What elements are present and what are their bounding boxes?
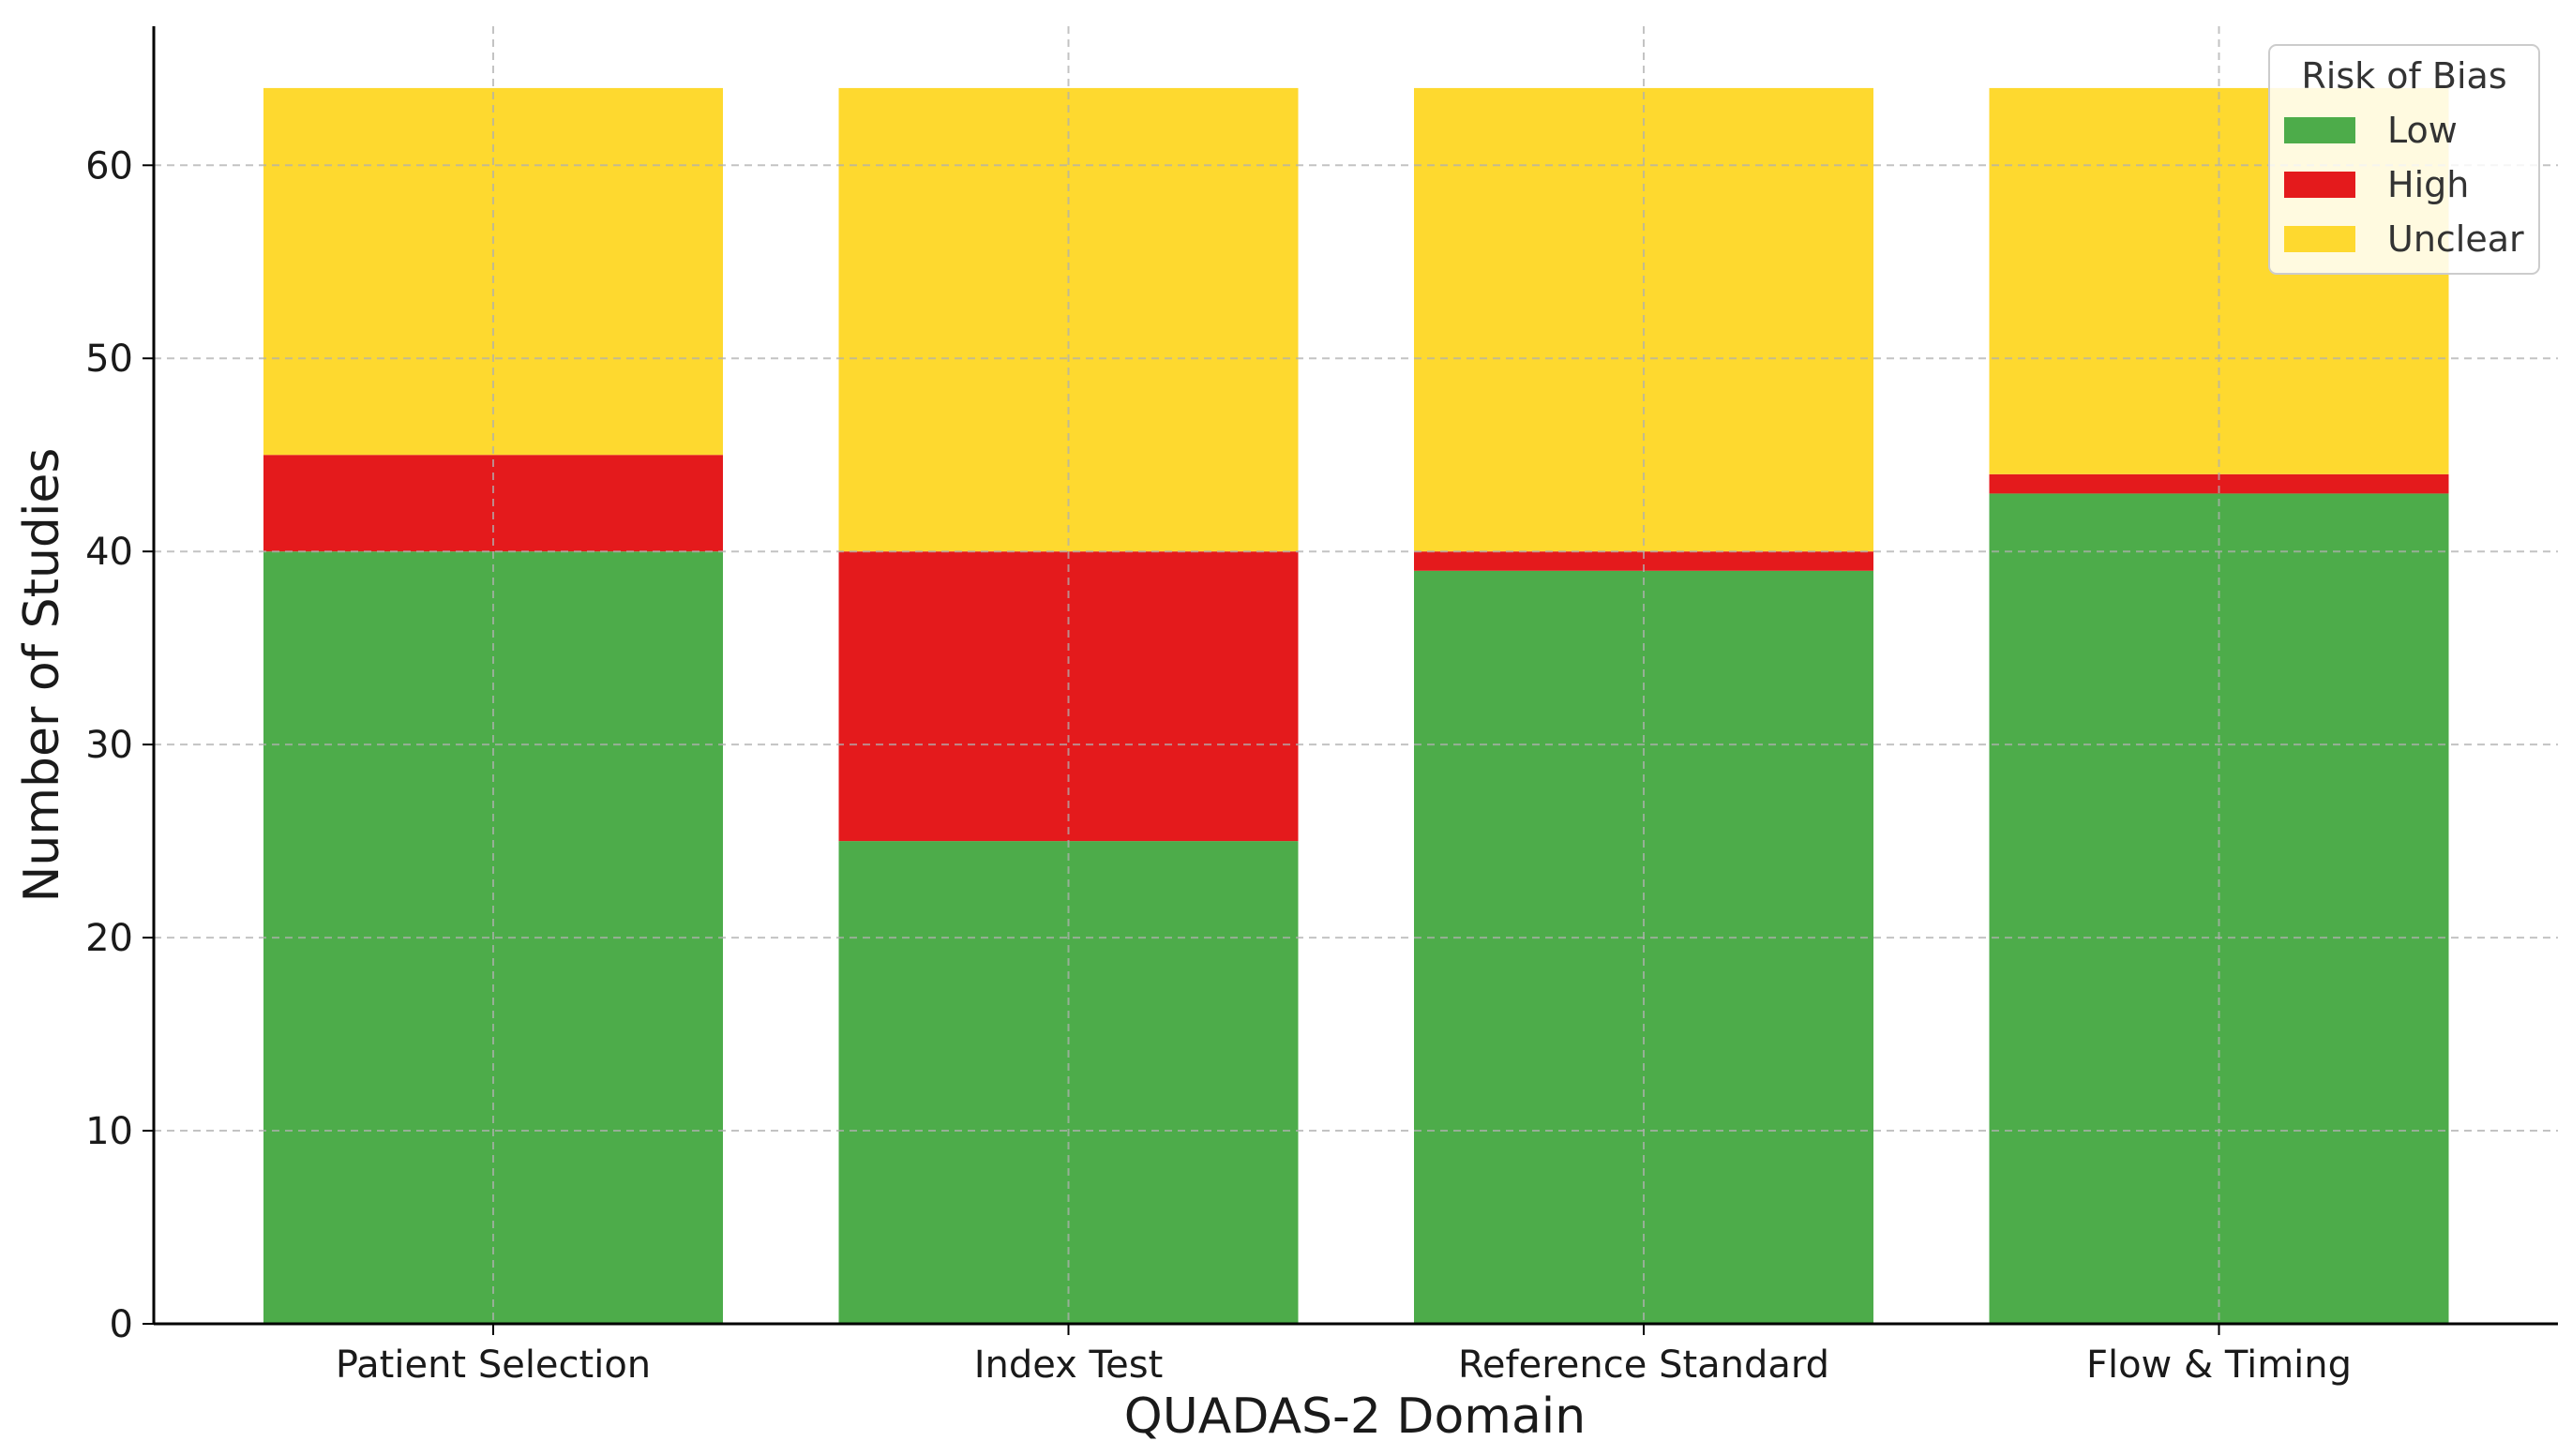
y-tick-label: 20 [85, 917, 133, 960]
tick-labels: 0 10 20 30 40 50 60 Patient Selection Index Test… [85, 144, 2352, 1387]
bar-high-4 [1989, 473, 2449, 494]
bar-high-3 [1414, 551, 1873, 571]
legend-swatch-low [2284, 117, 2355, 143]
x-tick-label: Index Test [974, 1343, 1164, 1387]
y-tick-label: 10 [85, 1110, 133, 1153]
legend-swatch-high [2284, 172, 2355, 198]
legend-label-low: Low [2387, 110, 2458, 151]
legend-label-unclear: Unclear [2387, 218, 2524, 260]
axes [152, 26, 2558, 1326]
legend-swatch-unclear [2284, 226, 2355, 252]
legend-title: Risk of Bias [2301, 55, 2506, 97]
x-tick-label: Patient Selection [336, 1343, 651, 1387]
legend-box [2268, 44, 2540, 275]
legend-label-high: High [2387, 164, 2469, 205]
x-tick-label: Flow & Timing [2086, 1343, 2352, 1387]
x-tick-label: Reference Standard [1458, 1343, 1829, 1387]
bars [263, 87, 2449, 1324]
y-tick-label: 60 [85, 144, 133, 188]
y-tick-label: 50 [85, 338, 133, 381]
y-axis-title: Number of Studies [14, 448, 70, 903]
legend-items: Low High Unclear [2284, 110, 2524, 260]
grid-lines [154, 26, 2558, 1324]
y-tick-label: 30 [85, 724, 133, 767]
x-axis-title: QUADAS-2 Domain [1124, 1388, 1586, 1445]
y-tick-label: 40 [85, 531, 133, 574]
y-tick-label: 0 [110, 1303, 133, 1346]
legend: Risk of Bias Low High Unclear [2268, 44, 2540, 275]
